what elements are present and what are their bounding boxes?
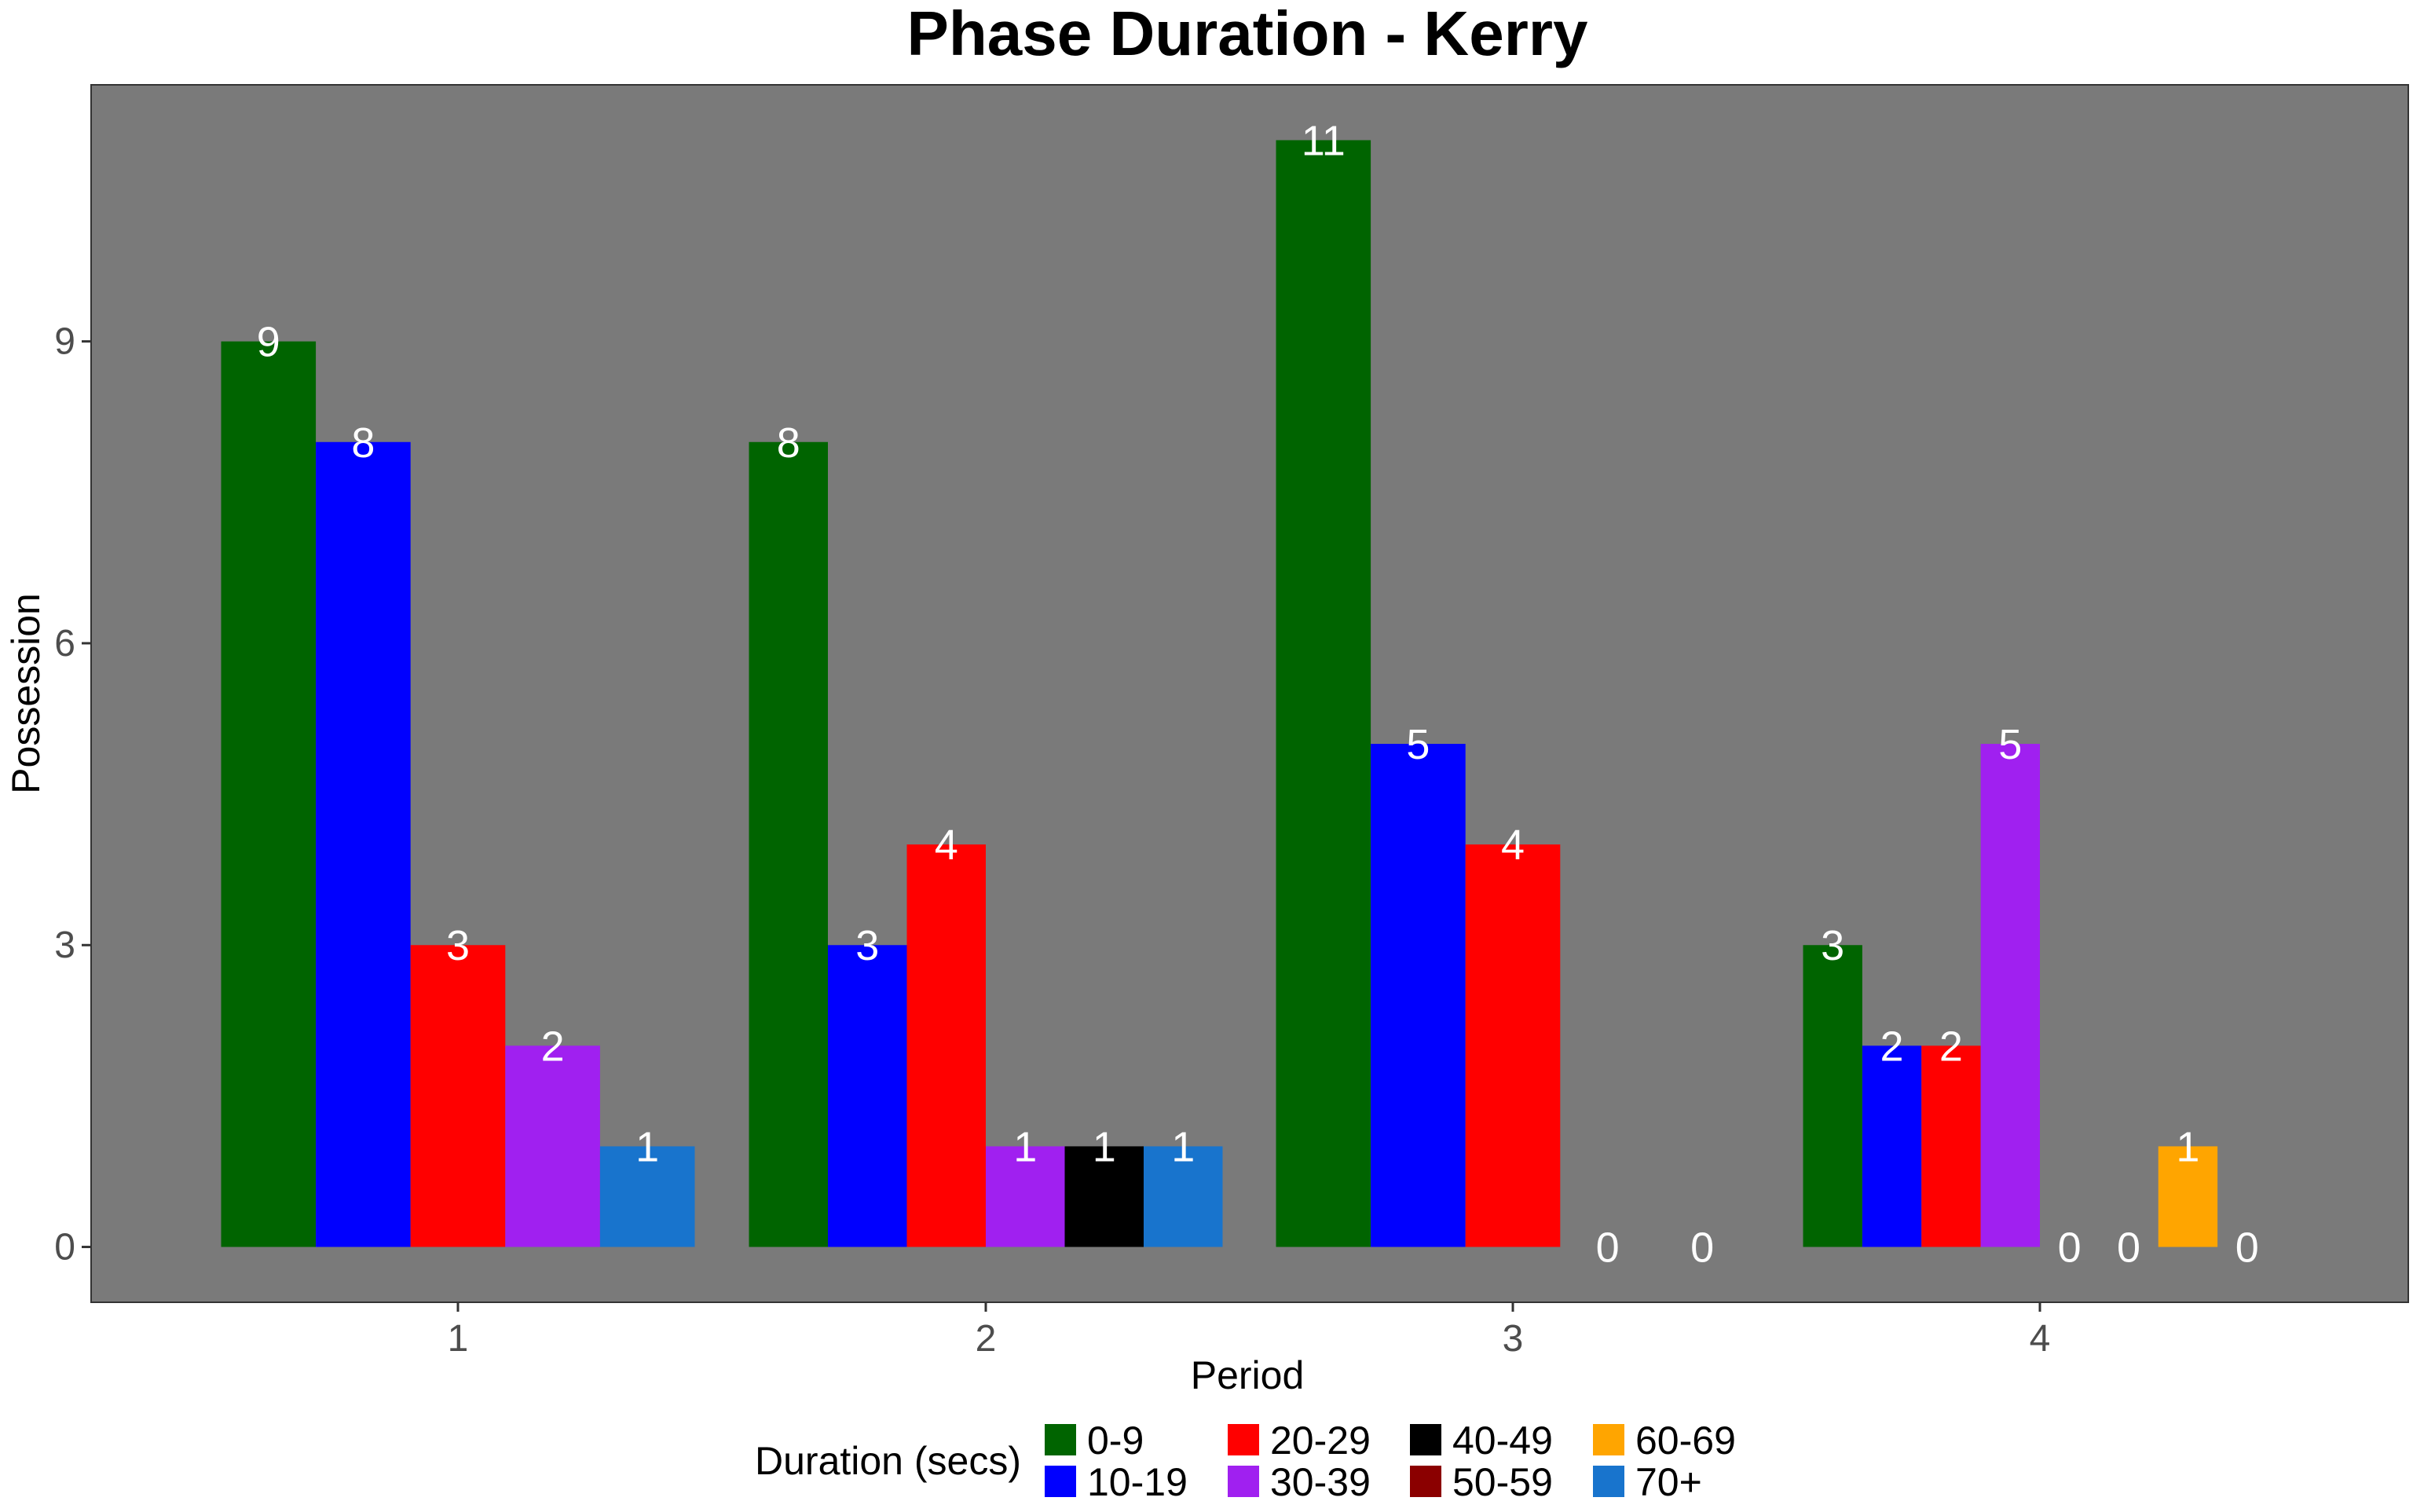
bar-period-4-20-29 xyxy=(1921,1045,1981,1247)
x-tick-label: 4 xyxy=(2030,1318,2051,1360)
legend-key-30-39 xyxy=(1228,1466,1259,1497)
legend-key-0-9 xyxy=(1045,1424,1076,1455)
data-label-period-2-0-9: 8 xyxy=(777,419,800,467)
legend-label-20-29: 20-29 xyxy=(1270,1419,1371,1463)
data-label-period-2-70plus: 1 xyxy=(1171,1123,1195,1170)
bar-period-1-20-29 xyxy=(410,945,506,1247)
bar-period-1-70plus xyxy=(599,1146,695,1247)
bar-period-1-0-9 xyxy=(221,341,317,1247)
x-tick-label: 2 xyxy=(976,1318,997,1360)
data-label-period-1-10-19: 8 xyxy=(351,419,375,467)
bar-period-3-20-29 xyxy=(1465,844,1561,1247)
legend-label-0-9: 0-9 xyxy=(1087,1419,1144,1463)
legend-label-50-59: 50-59 xyxy=(1452,1460,1553,1504)
legend-key-40-49 xyxy=(1410,1424,1441,1455)
legend-label-10-19: 10-19 xyxy=(1087,1460,1188,1504)
x-tick-label: 1 xyxy=(448,1318,469,1360)
bar-period-3-0-9 xyxy=(1276,140,1371,1247)
y-tick-label: 6 xyxy=(54,623,75,664)
data-label-period-2-10-19: 3 xyxy=(855,922,879,969)
data-label-period-3-40-49: 0 xyxy=(1690,1225,1714,1272)
data-label-period-4-60-69: 1 xyxy=(2176,1123,2199,1170)
data-label-period-1-20-29: 3 xyxy=(446,922,470,969)
bar-period-4-10-19 xyxy=(1862,1045,1922,1247)
data-label-period-3-10-19: 5 xyxy=(1406,721,1430,768)
bar-period-1-30-39 xyxy=(505,1045,600,1247)
data-label-period-1-0-9: 9 xyxy=(257,319,280,366)
legend-label-30-39: 30-39 xyxy=(1270,1460,1371,1504)
bar-period-4-60-69 xyxy=(2158,1146,2218,1247)
legend-label-40-49: 40-49 xyxy=(1452,1419,1553,1463)
data-label-period-1-30-39: 2 xyxy=(541,1023,565,1070)
bar-period-1-10-19 xyxy=(316,441,411,1247)
legend-key-70plus xyxy=(1593,1466,1624,1497)
x-tick-label: 3 xyxy=(1503,1318,1524,1360)
bar-period-4-0-9 xyxy=(1803,945,1862,1247)
bar-period-4-30-39 xyxy=(1980,744,2040,1247)
legend-key-50-59 xyxy=(1410,1466,1441,1497)
bar-period-2-30-39 xyxy=(986,1146,1065,1247)
x-axis: 1 2 3 4 xyxy=(448,1302,2051,1360)
data-label-period-4-10-19: 2 xyxy=(1880,1023,1904,1070)
data-label-period-2-30-39: 1 xyxy=(1013,1123,1037,1170)
chart-title: Phase Duration - Kerry xyxy=(907,0,1588,68)
data-label-period-3-0-9: 11 xyxy=(1302,117,1346,164)
legend-key-60-69 xyxy=(1593,1424,1624,1455)
data-label-period-4-40-49: 0 xyxy=(2058,1225,2082,1272)
legend-key-10-19 xyxy=(1045,1466,1076,1497)
data-label-period-2-40-49: 1 xyxy=(1093,1123,1116,1170)
bars-layer xyxy=(221,140,2218,1247)
data-label-period-4-70plus: 0 xyxy=(2235,1225,2259,1272)
legend-title: Duration (secs) xyxy=(755,1439,1021,1483)
legend-label-60-69: 60-69 xyxy=(1635,1419,1736,1463)
y-tick-label: 9 xyxy=(54,321,75,363)
data-label-period-4-30-39: 5 xyxy=(1998,721,2022,768)
data-label-period-4-50-59: 0 xyxy=(2117,1225,2140,1272)
data-label-period-3-30-39: 0 xyxy=(1596,1225,1620,1272)
data-label-period-3-20-29: 4 xyxy=(1501,822,1525,869)
bar-period-2-20-29 xyxy=(906,844,986,1247)
y-axis-title: Possession xyxy=(4,593,48,794)
legend-label-70plus: 70+ xyxy=(1635,1460,1702,1504)
y-axis: 0 3 6 9 xyxy=(54,321,91,1269)
data-label-period-2-20-29: 4 xyxy=(935,822,958,869)
y-tick-label: 3 xyxy=(54,924,75,966)
x-axis-title: Period xyxy=(1191,1353,1305,1397)
bar-period-3-10-19 xyxy=(1371,744,1466,1247)
bar-period-2-0-9 xyxy=(749,441,828,1247)
bar-period-2-40-49 xyxy=(1064,1146,1144,1247)
legend-key-20-29 xyxy=(1228,1424,1259,1455)
data-label-period-1-70plus: 1 xyxy=(635,1123,659,1170)
bar-period-2-10-19 xyxy=(828,945,907,1247)
bar-period-2-70plus xyxy=(1144,1146,1223,1247)
data-label-period-4-0-9: 3 xyxy=(1821,922,1844,969)
legend: Duration (secs) 0-9 20-29 40-49 60-69 10-19 3… xyxy=(755,1419,1736,1504)
y-tick-label: 0 xyxy=(54,1227,75,1269)
data-label-period-4-20-29: 2 xyxy=(1939,1023,1963,1070)
